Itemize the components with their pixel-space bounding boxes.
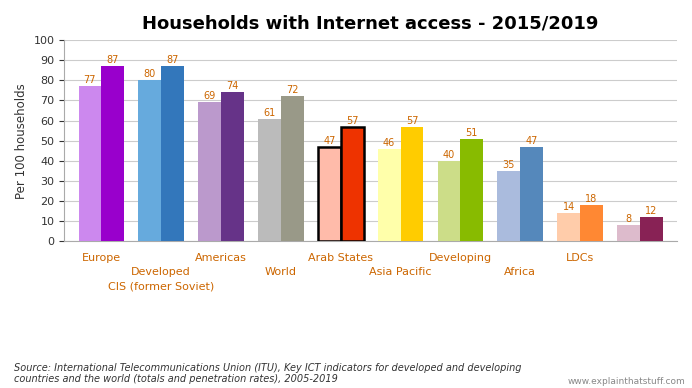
Text: Developing: Developing bbox=[429, 253, 492, 263]
Text: World: World bbox=[265, 267, 297, 277]
Text: 57: 57 bbox=[406, 116, 418, 126]
Text: Asia Pacific: Asia Pacific bbox=[370, 267, 432, 277]
Text: 87: 87 bbox=[166, 55, 179, 65]
Text: 51: 51 bbox=[466, 128, 478, 138]
Bar bbox=[378, 149, 401, 241]
Text: Africa: Africa bbox=[504, 267, 536, 277]
Text: 80: 80 bbox=[144, 69, 156, 79]
Title: Households with Internet access - 2015/2019: Households with Internet access - 2015/2… bbox=[143, 15, 599, 33]
Text: Europe: Europe bbox=[82, 253, 121, 263]
Text: 72: 72 bbox=[286, 85, 298, 95]
Text: 69: 69 bbox=[203, 92, 216, 101]
Text: 12: 12 bbox=[645, 206, 657, 216]
Text: Source: International Telecommunications Union (ITU), Key ICT indicators for dev: Source: International Telecommunications… bbox=[14, 362, 521, 384]
Bar bbox=[340, 126, 363, 241]
Text: Arab States: Arab States bbox=[308, 253, 373, 263]
Text: 74: 74 bbox=[226, 81, 239, 92]
Bar bbox=[161, 66, 184, 241]
Bar bbox=[198, 102, 221, 241]
Text: 18: 18 bbox=[585, 194, 598, 204]
Bar bbox=[101, 66, 124, 241]
Text: 8: 8 bbox=[626, 214, 632, 224]
Bar bbox=[580, 205, 603, 241]
Text: www.explainthatstuff.com: www.explainthatstuff.com bbox=[567, 377, 685, 386]
Bar bbox=[520, 147, 543, 241]
Bar bbox=[617, 225, 640, 241]
Bar bbox=[557, 213, 580, 241]
Text: 61: 61 bbox=[264, 107, 275, 118]
Text: 47: 47 bbox=[525, 136, 538, 146]
Text: Americas: Americas bbox=[195, 253, 247, 263]
Bar bbox=[138, 80, 161, 241]
Bar bbox=[318, 147, 340, 241]
Text: 35: 35 bbox=[502, 160, 515, 170]
Bar bbox=[460, 139, 483, 241]
Text: CIS (former Soviet): CIS (former Soviet) bbox=[108, 281, 215, 291]
Bar bbox=[640, 217, 663, 241]
Text: 77: 77 bbox=[84, 75, 96, 85]
Bar bbox=[437, 161, 460, 241]
Text: 47: 47 bbox=[323, 136, 336, 146]
Bar bbox=[401, 126, 424, 241]
Text: 87: 87 bbox=[107, 55, 119, 65]
Text: 57: 57 bbox=[346, 116, 358, 126]
Text: 14: 14 bbox=[563, 202, 575, 212]
Bar bbox=[281, 96, 304, 241]
Y-axis label: Per 100 households: Per 100 households bbox=[15, 83, 28, 199]
Bar bbox=[221, 92, 244, 241]
Text: 40: 40 bbox=[443, 150, 455, 160]
Bar bbox=[498, 171, 520, 241]
Text: 46: 46 bbox=[383, 138, 395, 148]
Bar bbox=[78, 87, 101, 241]
Bar bbox=[258, 118, 281, 241]
Text: LDCs: LDCs bbox=[566, 253, 594, 263]
Text: Developed: Developed bbox=[131, 267, 191, 277]
